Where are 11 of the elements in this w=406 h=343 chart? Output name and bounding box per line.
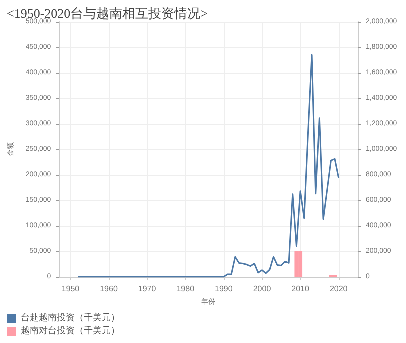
x-tick-label: 1980 (176, 284, 196, 294)
x-tick-label: 2000 (253, 284, 272, 294)
legend-label: 台赴越南投资（千美元） (21, 312, 120, 324)
x-tick-label: 1960 (100, 284, 118, 294)
x-tick-label: 1950 (62, 284, 80, 294)
x-tick-label: 2020 (330, 284, 348, 294)
line-series (78, 54, 340, 278)
x-tick-label: 1990 (215, 284, 234, 294)
x-tick-label: 2010 (292, 284, 310, 294)
x-tick-label: 1970 (138, 284, 157, 294)
legend-label: 越南对台投资（千美元） (21, 326, 120, 336)
